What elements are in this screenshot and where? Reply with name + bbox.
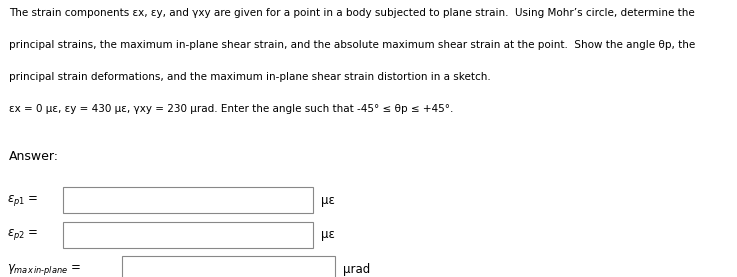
Bar <box>122 256 335 277</box>
Text: με: με <box>321 228 335 241</box>
Text: Answer:: Answer: <box>9 150 59 163</box>
Text: με: με <box>321 194 335 207</box>
Text: μrad: μrad <box>343 263 370 276</box>
Text: The strain components εx, εy, and γxy are given for a point in a body subjected : The strain components εx, εy, and γxy ar… <box>9 8 694 18</box>
Text: principal strains, the maximum in-plane shear strain, and the absolute maximum s: principal strains, the maximum in-plane … <box>9 40 695 50</box>
Text: principal strain deformations, and the maximum in-plane shear strain distortion : principal strain deformations, and the m… <box>9 72 491 82</box>
Text: $\varepsilon_{p1}$ =: $\varepsilon_{p1}$ = <box>7 193 39 208</box>
Bar <box>63 187 313 213</box>
Text: $\varepsilon_{p2}$ =: $\varepsilon_{p2}$ = <box>7 227 39 242</box>
Text: $\gamma_{max\,in\text{-}plane}$ =: $\gamma_{max\,in\text{-}plane}$ = <box>7 262 82 277</box>
Text: εx = 0 με, εy = 430 με, γxy = 230 μrad. Enter the angle such that -45° ≤ θp ≤ +4: εx = 0 με, εy = 430 με, γxy = 230 μrad. … <box>9 104 453 114</box>
Bar <box>63 222 313 248</box>
